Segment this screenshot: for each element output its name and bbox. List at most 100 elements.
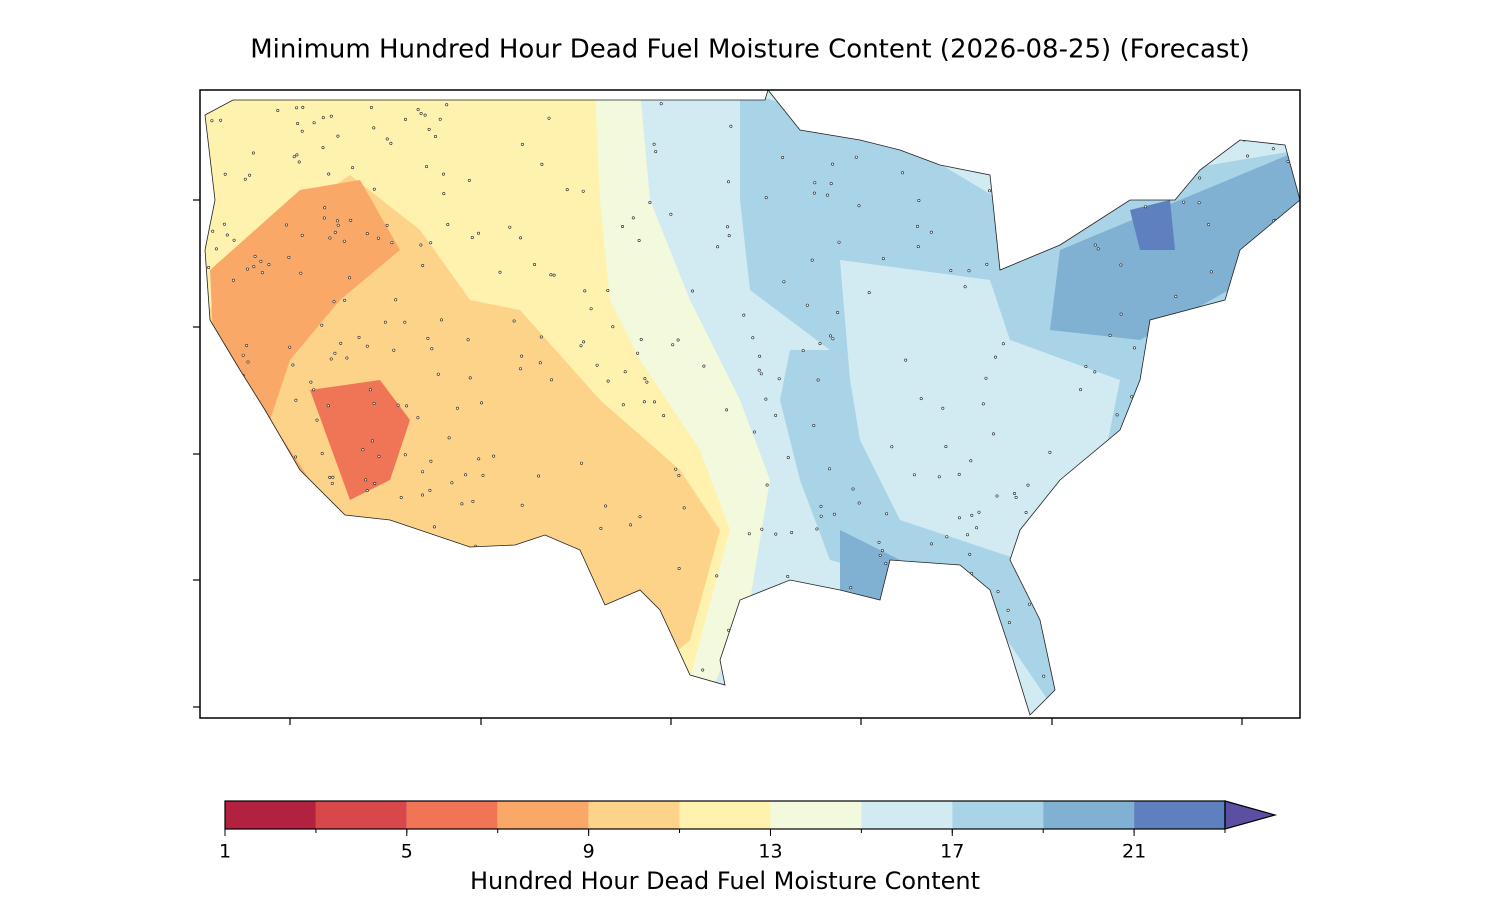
station	[252, 265, 256, 269]
station	[433, 135, 437, 139]
station	[832, 512, 836, 516]
station	[1010, 106, 1014, 110]
station	[560, 606, 564, 610]
station	[254, 607, 258, 611]
colorbar-bin	[952, 801, 1044, 829]
station	[1057, 216, 1061, 220]
station	[1084, 598, 1088, 602]
station	[213, 701, 217, 705]
station	[365, 344, 369, 348]
station	[648, 201, 652, 205]
station	[1261, 522, 1265, 526]
station	[949, 269, 953, 273]
station	[404, 612, 408, 616]
station	[997, 704, 1001, 708]
station	[1050, 108, 1054, 112]
station	[285, 572, 289, 576]
station	[857, 204, 861, 208]
station	[295, 106, 299, 110]
station	[981, 402, 985, 406]
station	[375, 551, 379, 555]
station	[670, 674, 674, 678]
station	[296, 122, 300, 126]
station	[328, 236, 332, 240]
station	[498, 270, 502, 274]
station	[347, 276, 351, 280]
station	[369, 106, 373, 110]
station	[276, 109, 280, 113]
station	[629, 523, 633, 527]
station	[240, 472, 244, 476]
station	[1207, 223, 1211, 227]
station	[256, 632, 260, 636]
station	[915, 224, 919, 228]
station	[1156, 492, 1160, 496]
station	[1275, 596, 1279, 600]
station	[219, 118, 223, 122]
station	[372, 401, 376, 405]
colorbar-tick-label: 17	[940, 841, 964, 863]
station	[1271, 147, 1275, 151]
station	[520, 354, 524, 358]
station	[481, 473, 485, 477]
station	[361, 655, 365, 659]
station	[520, 142, 524, 146]
station	[423, 113, 427, 117]
station	[951, 648, 955, 652]
station	[812, 191, 816, 195]
station	[1133, 346, 1137, 350]
station	[343, 298, 347, 302]
station	[604, 504, 608, 508]
station	[421, 470, 425, 474]
station	[1243, 567, 1247, 571]
station	[1208, 586, 1212, 590]
station	[1168, 182, 1172, 186]
station	[1226, 522, 1230, 526]
station	[351, 166, 355, 170]
station	[782, 280, 786, 284]
station	[423, 628, 427, 632]
station	[296, 489, 300, 493]
station	[877, 540, 881, 544]
station	[396, 403, 400, 407]
station	[786, 456, 790, 460]
station	[1039, 141, 1043, 145]
station	[243, 177, 247, 181]
colorbar-bin	[1134, 801, 1225, 829]
station	[1126, 461, 1130, 465]
station	[477, 457, 481, 461]
station	[1027, 602, 1031, 606]
station	[816, 378, 820, 382]
station	[889, 597, 893, 601]
station	[857, 501, 861, 505]
station	[1138, 533, 1142, 537]
station	[383, 320, 387, 324]
colorbar-bin	[406, 801, 498, 829]
station	[1240, 117, 1244, 121]
station	[1106, 119, 1110, 123]
station	[818, 667, 822, 671]
station	[589, 307, 593, 311]
station	[425, 579, 429, 583]
station	[453, 562, 457, 566]
colorbar-bin	[588, 801, 680, 829]
colorbar-bin	[679, 801, 771, 829]
station	[330, 481, 334, 485]
station	[225, 659, 229, 663]
station	[385, 223, 389, 227]
station	[365, 232, 369, 236]
station	[470, 236, 474, 240]
station	[996, 590, 1000, 594]
station	[269, 649, 273, 653]
station	[1079, 388, 1083, 392]
station	[1144, 205, 1148, 209]
station	[291, 579, 295, 583]
station	[1151, 686, 1155, 690]
station	[1014, 495, 1018, 499]
station	[890, 445, 894, 449]
station	[390, 241, 394, 245]
station	[336, 134, 340, 138]
station	[1197, 201, 1201, 205]
station	[462, 640, 466, 644]
station	[1151, 666, 1155, 670]
